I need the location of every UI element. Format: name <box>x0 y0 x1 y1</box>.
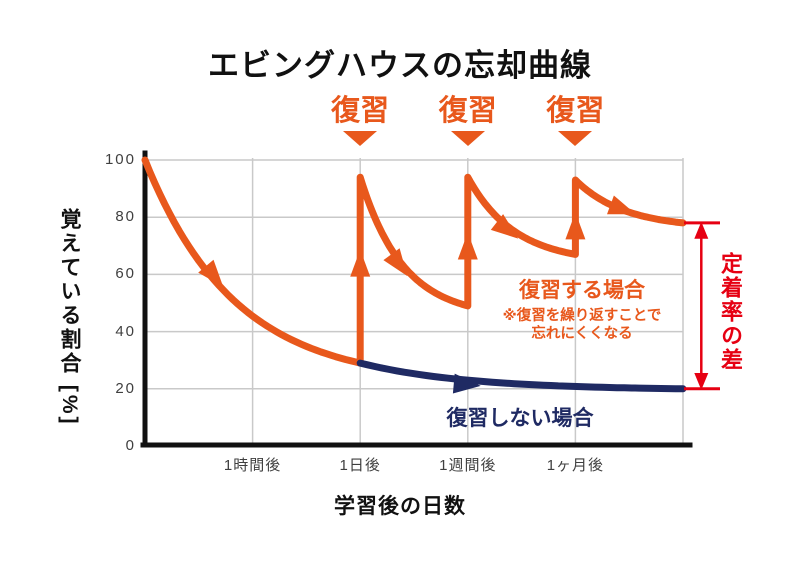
chart-title: エビングハウスの忘却曲線 <box>208 48 592 83</box>
x-tick-label: 1日後 <box>339 457 381 474</box>
with-review-note-line2: 忘れにくくなる <box>531 326 633 343</box>
y-tick-label: 20 <box>115 379 136 397</box>
x-tick-label: 1週間後 <box>439 457 497 474</box>
review-label: 復習 <box>546 95 605 127</box>
y-tick-label: 60 <box>115 265 136 283</box>
curve-arrowhead <box>198 259 224 287</box>
x-tick-label: 1ヶ月後 <box>546 457 605 474</box>
curve-arrowhead <box>452 373 481 394</box>
curve-arrowhead <box>607 195 636 215</box>
y-tick-label: 0 <box>125 437 136 454</box>
review-marker: 復習 <box>408 95 528 146</box>
with-review-annotation: 復習する場合 ※復習を繰り返すことで 忘れにくくなる <box>462 278 702 343</box>
x-tick-label: 1時間後 <box>223 457 282 474</box>
curve-arrowhead <box>350 249 371 277</box>
curve-arrowhead <box>457 232 478 260</box>
curve-navy <box>356 359 687 393</box>
review-marker: 復習 <box>300 95 420 146</box>
y-tick-label: 40 <box>115 322 136 340</box>
with-review-label: 復習する場合 <box>519 279 645 302</box>
curve-arrowhead <box>383 248 408 277</box>
retention-gap-label: 定着率の差 <box>718 252 743 372</box>
with-review-note-line1: ※復習を繰り返すことで <box>502 308 662 325</box>
curve-arrowhead <box>565 212 586 240</box>
review-triangle-icon <box>558 130 593 146</box>
review-triangle-icon <box>450 130 485 146</box>
review-label: 復習 <box>438 95 497 127</box>
without-review-label: 復習しない場合 <box>446 407 594 430</box>
y-tick-label: 100 <box>104 151 136 168</box>
curve-arrowhead <box>490 214 519 239</box>
review-triangle-icon <box>343 130 378 146</box>
x-axis-label: 学習後の日数 <box>334 495 466 518</box>
gap-arrowhead-down <box>694 373 709 390</box>
y-axis-label: 覚えている割合 [%] <box>58 208 81 427</box>
gap-arrowhead-up <box>694 221 709 239</box>
y-tick-label: 80 <box>115 208 136 226</box>
review-label: 復習 <box>331 95 390 127</box>
review-marker: 復習 <box>515 95 635 146</box>
